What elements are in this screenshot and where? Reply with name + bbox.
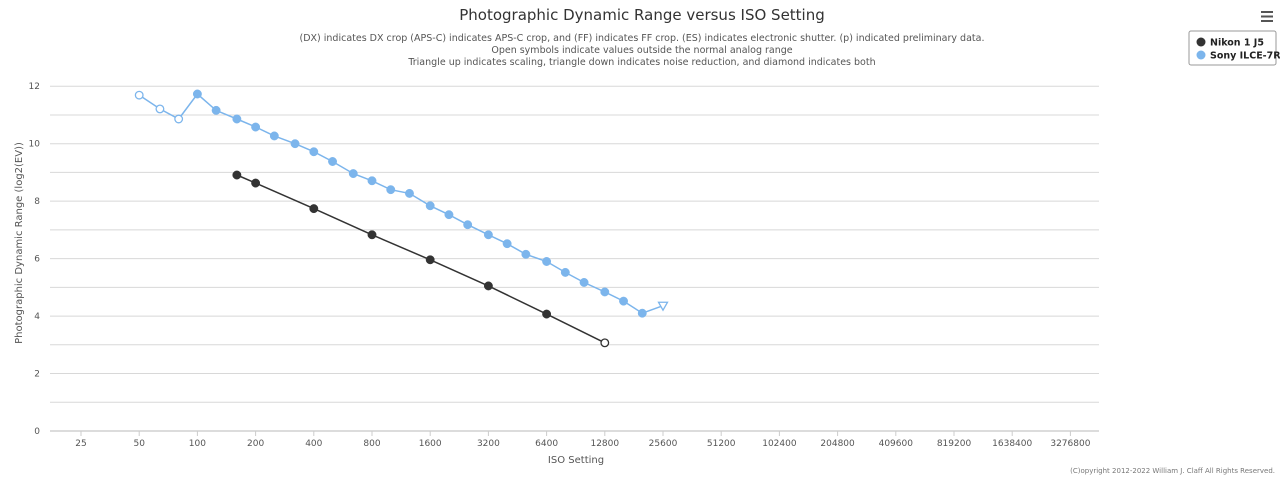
data-point-sony-ilce-7r xyxy=(290,139,300,149)
data-point-sony-ilce-7r xyxy=(348,169,358,179)
x-tick-label: 100 xyxy=(189,439,206,449)
data-point-sony-ilce-7r xyxy=(134,90,144,100)
data-point-sony-ilce-7r xyxy=(637,308,647,318)
data-point-sony-ilce-7r xyxy=(444,210,454,220)
data-point-nikon-1-j5 xyxy=(232,170,242,180)
data-point-sony-ilce-7r xyxy=(232,114,242,124)
y-tick-label: 8 xyxy=(34,197,40,207)
data-point-sony-ilce-7r xyxy=(155,104,165,114)
data-point-sony-ilce-7r xyxy=(386,185,396,195)
y-tick-label: 6 xyxy=(34,255,40,265)
legend-sony-label: Sony ILCE-7R xyxy=(1210,51,1280,62)
x-tick-label: 6400 xyxy=(535,439,558,449)
legend-item-sony[interactable]: Sony ILCE-7R xyxy=(1196,50,1280,62)
x-tick-label: 12800 xyxy=(590,439,619,449)
data-point-nikon-1-j5 xyxy=(600,338,610,348)
legend: Nikon 1 J5 Sony ILCE-7R xyxy=(1188,30,1280,66)
data-point-sony-ilce-7r xyxy=(463,220,473,230)
data-point-sony-ilce-7r xyxy=(619,296,628,306)
x-tick-label: 1600 xyxy=(419,439,442,449)
credits-text: (C)opyright 2012-2022 William J. Claff A… xyxy=(1070,467,1275,475)
data-point-sony-ilce-7r xyxy=(502,239,512,249)
data-point-nikon-1-j5 xyxy=(251,178,261,188)
series-sony-ilce-7r xyxy=(134,89,669,318)
data-point-nikon-1-j5 xyxy=(367,230,377,240)
y-tick-label: 12 xyxy=(29,82,40,92)
data-point-sony-ilce-7r xyxy=(269,131,279,141)
data-point-sony-ilce-7r xyxy=(174,114,184,124)
series-line-sony-ilce-7r xyxy=(138,92,664,315)
x-tick-label: 51200 xyxy=(707,439,736,449)
x-tick-label: 819200 xyxy=(937,439,972,449)
series-layer xyxy=(134,89,669,348)
legend-nikon-label: Nikon 1 J5 xyxy=(1210,38,1264,49)
x-axis-title: ISO Setting xyxy=(548,455,604,466)
x-tick-label: 3276800 xyxy=(1050,439,1090,449)
data-point-sony-ilce-7r xyxy=(483,230,493,240)
x-tick-label: 25600 xyxy=(649,439,678,449)
x-tick-label: 25 xyxy=(75,439,86,449)
x-tick-label: 200 xyxy=(247,439,264,449)
x-tick-label: 400 xyxy=(305,439,322,449)
series-line-nikon-1-j5 xyxy=(236,174,606,344)
y-tick-label: 4 xyxy=(34,312,40,322)
y-tick-label: 0 xyxy=(34,427,40,437)
legend-item-nikon[interactable]: Nikon 1 J5 xyxy=(1196,37,1264,49)
data-point-sony-ilce-7r xyxy=(542,257,552,266)
chart-subtitle-line-2: Open symbols indicate values outside the… xyxy=(491,45,792,56)
data-point-nikon-1-j5 xyxy=(542,309,552,319)
data-point-sony-ilce-7r xyxy=(579,278,589,287)
data-point-nikon-1-j5 xyxy=(309,204,319,214)
y-axis-title: Photographic Dynamic Range (log2(EV)) xyxy=(14,142,25,344)
x-tick-label: 204800 xyxy=(820,439,855,449)
data-point-nikon-1-j5 xyxy=(483,281,493,291)
data-point-sony-ilce-7r xyxy=(600,287,610,297)
legend-box xyxy=(1188,30,1277,66)
x-tick-label: 102400 xyxy=(762,439,797,449)
chart-subtitle-line-1: (DX) indicates DX crop (APS-C) indicates… xyxy=(300,33,985,44)
data-point-sony-ilce-7r xyxy=(657,301,669,312)
x-tick-label: 800 xyxy=(363,439,380,449)
y-tick-label: 10 xyxy=(29,140,41,150)
data-point-sony-ilce-7r xyxy=(425,201,435,211)
y-tick-label: 2 xyxy=(34,370,40,380)
chart-subtitle-line-3: Triangle up indicates scaling, triangle … xyxy=(407,57,875,68)
data-point-sony-ilce-7r xyxy=(211,105,221,115)
menu-bar-2 xyxy=(1261,15,1273,18)
legend-nikon-marker xyxy=(1196,37,1206,47)
data-point-sony-ilce-7r xyxy=(405,188,414,198)
series-nikon-1-j5 xyxy=(232,170,610,348)
menu-bar-1 xyxy=(1261,11,1273,13)
data-point-nikon-1-j5 xyxy=(425,255,435,265)
x-tick-label: 409600 xyxy=(879,439,914,449)
data-point-sony-ilce-7r xyxy=(521,249,531,259)
data-point-sony-ilce-7r xyxy=(560,267,570,277)
grid-lines xyxy=(50,85,1099,432)
x-tick-label: 50 xyxy=(133,439,145,449)
menu-bar-3 xyxy=(1261,20,1273,22)
data-point-sony-ilce-7r xyxy=(367,176,377,186)
data-point-sony-ilce-7r xyxy=(309,147,319,157)
data-point-sony-ilce-7r xyxy=(192,89,202,99)
hamburger-menu-icon[interactable] xyxy=(1258,9,1276,25)
data-point-sony-ilce-7r xyxy=(251,122,261,132)
axis-ticks: 0 2 4 6 8 10 12 25 50 100 200 400 800 1600 3200 6400 128… xyxy=(29,82,1091,449)
x-tick-label: 1638400 xyxy=(992,439,1032,449)
chart-title: Photographic Dynamic Range versus ISO Se… xyxy=(459,6,825,24)
data-point-sony-ilce-7r xyxy=(328,157,337,166)
x-tick-label: 3200 xyxy=(477,439,500,449)
legend-sony-marker xyxy=(1196,50,1206,60)
